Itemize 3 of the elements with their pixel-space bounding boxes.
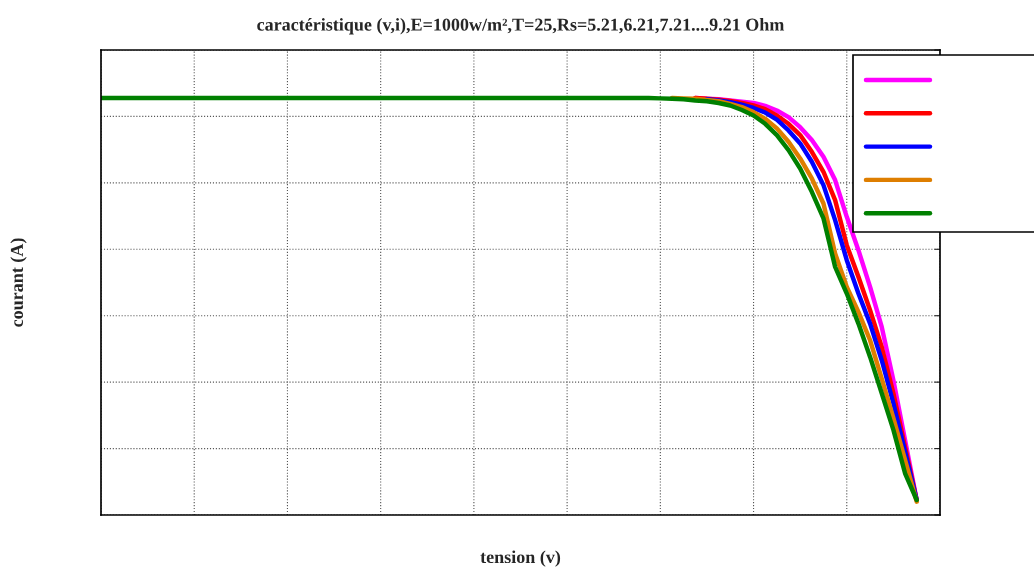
chart-title: caractéristique (v,i),E=1000w/m²,T=25,Rs=5.21,6.21,7.21....9.21 Ohm [257,18,785,35]
y-axis-title: courant (A) [10,238,27,327]
x-axis-title: tension (v) [480,550,561,567]
